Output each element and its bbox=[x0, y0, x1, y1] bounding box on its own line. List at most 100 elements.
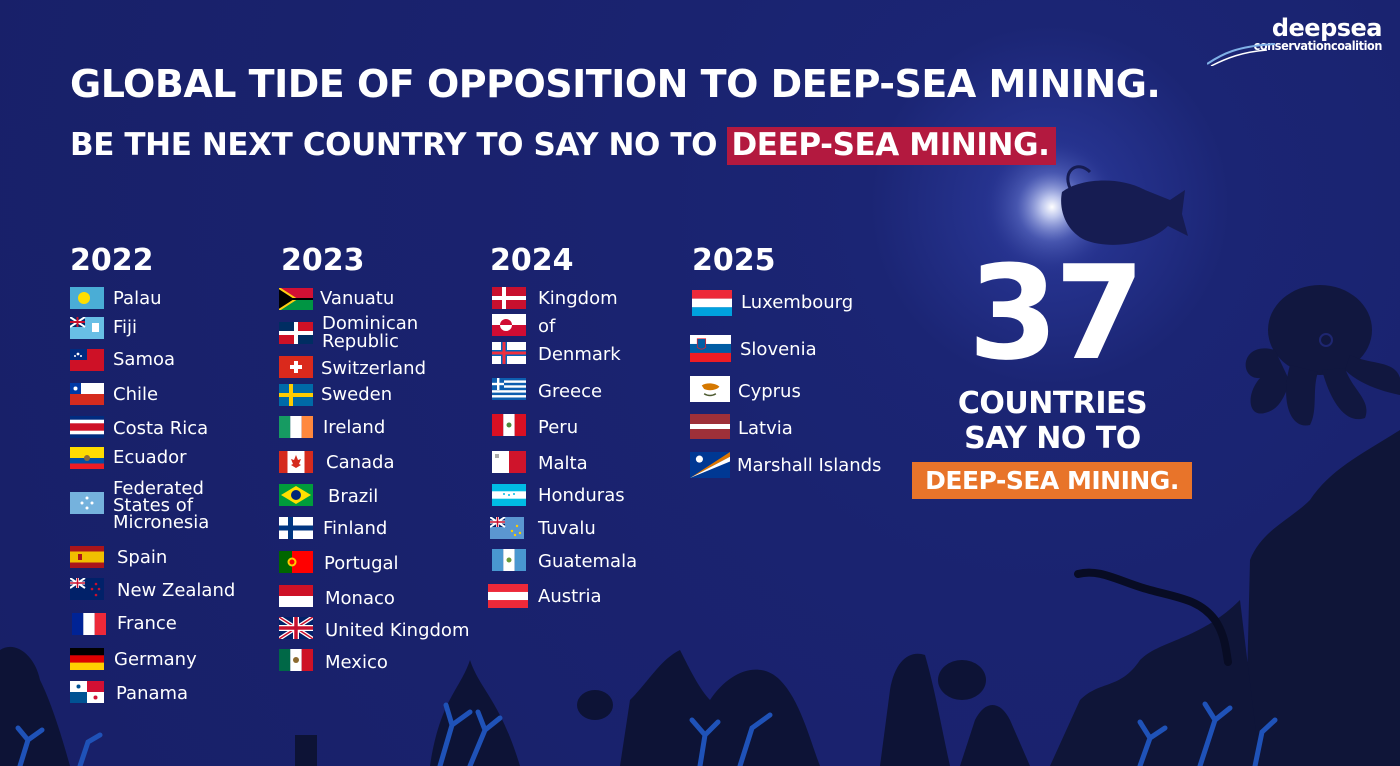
dominican-republic-flag-icon bbox=[279, 322, 313, 344]
honduras-flag-icon bbox=[492, 484, 526, 506]
country-label-fiji: Fiji bbox=[113, 317, 138, 338]
canada-flag-icon bbox=[279, 451, 313, 473]
page-title: GLOBAL TIDE OF OPPOSITION TO DEEP-SEA MI… bbox=[70, 62, 1161, 106]
year-heading-2023: 2023 bbox=[281, 243, 365, 278]
year-heading-2025: 2025 bbox=[692, 243, 776, 278]
malta-flag-icon bbox=[492, 451, 526, 473]
panama-flag-icon bbox=[70, 681, 104, 703]
country-label-portugal: Portugal bbox=[324, 553, 399, 574]
country-label-chile: Chile bbox=[113, 384, 159, 405]
countries-count-number: 37 bbox=[968, 237, 1145, 389]
country-label-finland: Finland bbox=[323, 518, 388, 539]
country-label-dominican-republic: Dominican Republic bbox=[322, 313, 419, 352]
vanuatu-flag-icon bbox=[279, 288, 313, 310]
united-kingdom-flag-icon bbox=[279, 617, 313, 639]
costa-rica-flag-icon bbox=[70, 416, 104, 438]
subtitle-prefix: BE THE NEXT COUNTRY TO SAY NO TO bbox=[70, 127, 728, 163]
subtitle-highlight: DEEP-SEA MINING. bbox=[727, 127, 1056, 165]
micronesia-flag-icon bbox=[70, 492, 104, 514]
year-heading-2022: 2022 bbox=[70, 243, 154, 278]
country-label-denmark: Kingdom of Denmark bbox=[538, 288, 621, 365]
octopus-silhouette bbox=[1245, 285, 1400, 426]
country-label-france: France bbox=[117, 613, 177, 634]
monaco-flag-icon bbox=[279, 585, 313, 607]
countries-count-line1: COUNTRIES bbox=[957, 386, 1148, 421]
country-label-united-kingdom: United Kingdom bbox=[325, 620, 470, 641]
latvia-flag-icon bbox=[690, 414, 730, 439]
tuvalu-flag-icon bbox=[490, 517, 524, 539]
reef-silhouette bbox=[1050, 430, 1400, 766]
switzerland-flag-icon bbox=[279, 356, 313, 378]
year-heading-2024: 2024 bbox=[490, 243, 574, 278]
country-label-sweden: Sweden bbox=[321, 384, 393, 405]
denmark-flag-icon bbox=[492, 287, 526, 309]
finland-flag-icon bbox=[279, 517, 313, 539]
palau-flag-icon bbox=[70, 287, 104, 309]
sweden-flag-icon bbox=[279, 384, 313, 406]
cyprus-flag-icon bbox=[690, 376, 730, 402]
country-label-malta: Malta bbox=[538, 453, 588, 474]
country-label-micronesia: Federated States of Micronesia bbox=[113, 478, 210, 533]
coral-silhouettes bbox=[0, 646, 1030, 766]
wave-icon bbox=[1207, 43, 1276, 66]
country-label-costa-rica: Costa Rica bbox=[113, 418, 209, 439]
country-label-palau: Palau bbox=[113, 288, 162, 309]
new-zealand-flag-icon bbox=[70, 578, 104, 600]
country-label-monaco: Monaco bbox=[325, 588, 395, 609]
country-label-panama: Panama bbox=[116, 683, 189, 704]
country-label-austria: Austria bbox=[538, 586, 602, 607]
light-glow bbox=[982, 137, 1122, 277]
country-label-guatemala: Guatemala bbox=[538, 551, 638, 572]
country-label-luxembourg: Luxembourg bbox=[741, 292, 854, 313]
marshall-islands-flag-icon bbox=[690, 452, 730, 478]
brazil-flag-icon bbox=[279, 484, 313, 506]
guatemala-flag-icon bbox=[492, 549, 526, 571]
greece-flag-icon bbox=[492, 378, 526, 400]
country-label-ireland: Ireland bbox=[323, 417, 386, 438]
germany-flag-icon bbox=[70, 648, 104, 670]
country-label-cyprus: Cyprus bbox=[738, 381, 801, 402]
countries-count-highlight: DEEP-SEA MINING. bbox=[912, 462, 1192, 499]
country-label-brazil: Brazil bbox=[328, 486, 379, 507]
faroe-islands-flag-icon bbox=[492, 342, 526, 364]
ireland-flag-icon bbox=[279, 416, 313, 438]
portugal-flag-icon bbox=[279, 551, 313, 573]
country-label-ecuador: Ecuador bbox=[113, 447, 187, 468]
country-label-marshall-islands: Marshall Islands bbox=[737, 455, 882, 476]
logo-text-line1: deepsea bbox=[1271, 14, 1383, 42]
peru-flag-icon bbox=[492, 414, 526, 436]
ecuador-flag-icon bbox=[70, 447, 104, 469]
spain-flag-icon bbox=[70, 546, 104, 568]
country-label-vanuatu: Vanuatu bbox=[320, 288, 395, 309]
country-label-mexico: Mexico bbox=[325, 652, 388, 673]
country-label-germany: Germany bbox=[114, 649, 197, 670]
luxembourg-flag-icon bbox=[692, 290, 732, 316]
eel-silhouette bbox=[1074, 568, 1232, 666]
fiji-flag-icon bbox=[70, 317, 104, 339]
country-label-samoa: Samoa bbox=[113, 349, 176, 370]
country-label-slovenia: Slovenia bbox=[740, 339, 817, 360]
country-label-peru: Peru bbox=[538, 417, 579, 438]
country-label-tuvalu: Tuvalu bbox=[538, 518, 596, 539]
france-flag-icon bbox=[72, 613, 106, 635]
country-label-greece: Greece bbox=[538, 381, 603, 402]
countries-count-line2: SAY NO TO bbox=[964, 421, 1141, 456]
logo-text-line2: conservationcoalition bbox=[1253, 38, 1383, 53]
country-label-canada: Canada bbox=[326, 452, 395, 473]
anglerfish-silhouette bbox=[1061, 165, 1188, 245]
blue-coral-branches bbox=[15, 701, 1278, 766]
country-label-new-zealand: New Zealand bbox=[117, 580, 236, 601]
country-label-switzerland: Switzerland bbox=[321, 358, 426, 379]
country-label-honduras: Honduras bbox=[538, 485, 625, 506]
samoa-flag-icon bbox=[70, 349, 104, 371]
deepsea-conservation-coalition-logo: deepsea conservationcoalition bbox=[1207, 14, 1383, 66]
austria-flag-icon bbox=[488, 584, 528, 608]
page-subtitle: BE THE NEXT COUNTRY TO SAY NO TO DEEP-SE… bbox=[70, 127, 1056, 165]
mexico-flag-icon bbox=[279, 649, 313, 671]
slovenia-flag-icon bbox=[690, 335, 731, 362]
country-label-latvia: Latvia bbox=[738, 418, 793, 439]
chile-flag-icon bbox=[70, 383, 104, 405]
greenland-flag-icon bbox=[492, 314, 526, 336]
country-label-spain: Spain bbox=[117, 547, 168, 568]
